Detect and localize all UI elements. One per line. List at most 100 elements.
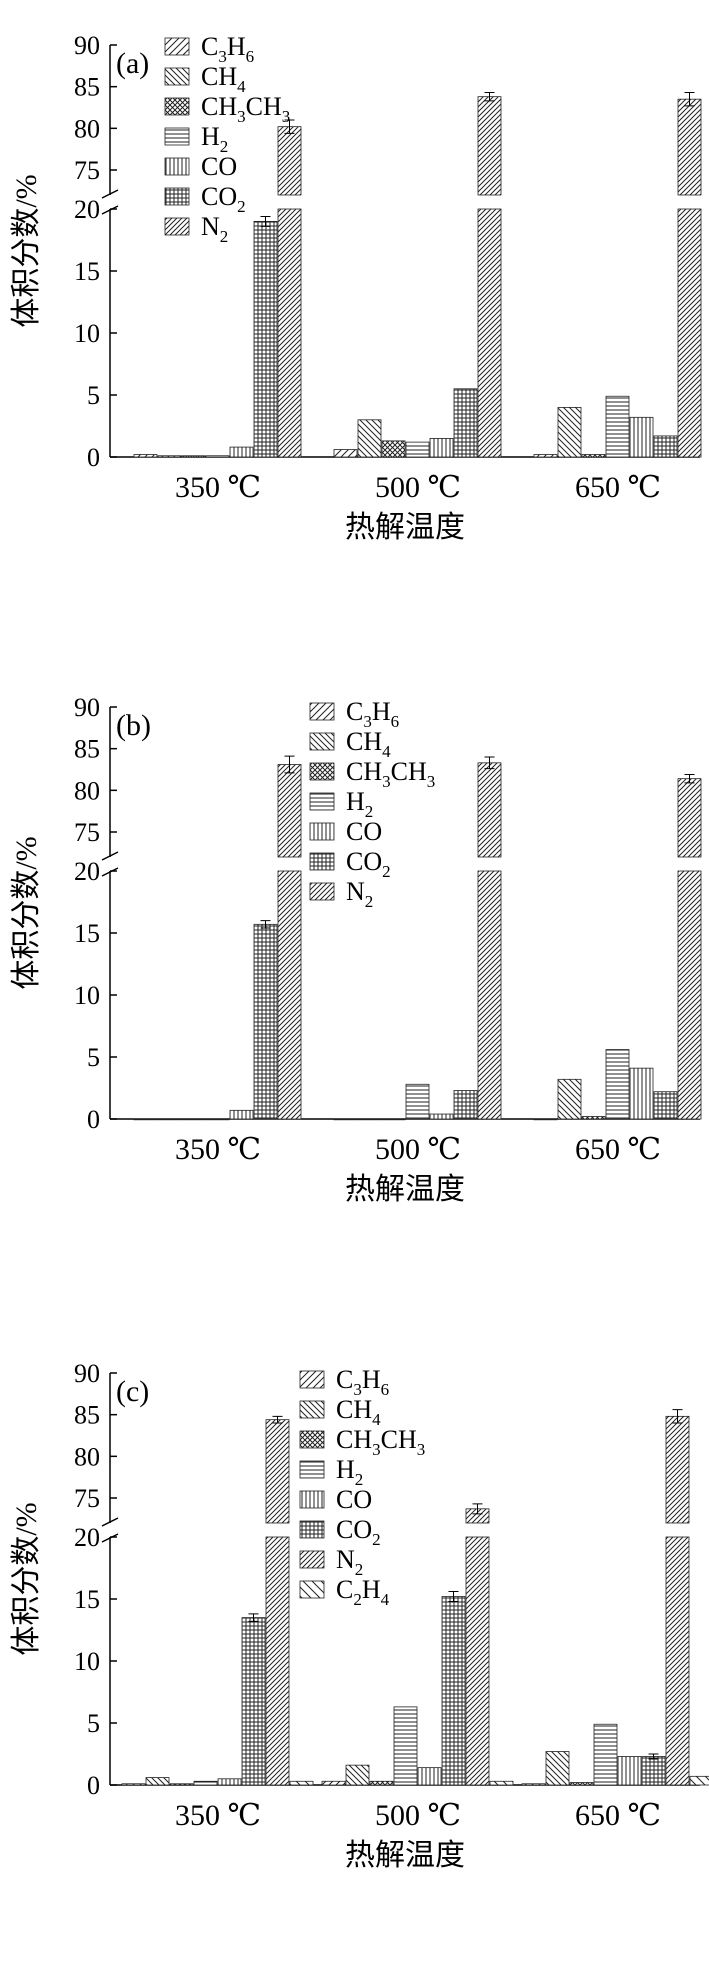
legend-text: CH <box>336 1425 372 1454</box>
legend-text: C <box>336 1365 353 1394</box>
legend-label: CO <box>346 817 382 846</box>
legend-swatch <box>299 1460 325 1479</box>
legend-subscript: 2 <box>220 227 229 246</box>
error-bar <box>472 1503 483 1515</box>
chart-panel: 75 80 85 90 0 5 10 15 20 体积分数/% (b) 350 ℃ 500 ℃ 650 ℃… <box>10 693 702 1206</box>
bar <box>677 98 702 196</box>
legend-subscript: 6 <box>391 712 400 731</box>
legend-swatch <box>309 822 335 841</box>
x-tick-label: 500 ℃ <box>375 1799 461 1832</box>
legend-label: N2 <box>346 877 373 911</box>
bar <box>665 1536 690 1786</box>
legend-text: CH <box>201 92 237 121</box>
legend-subscript: 2 <box>372 1530 381 1549</box>
legend-label: CH4 <box>201 62 246 96</box>
bar <box>133 1118 158 1121</box>
legend-swatch <box>309 882 335 901</box>
bar <box>345 1764 370 1786</box>
x-axis-title: 热解温度 <box>345 1839 465 1872</box>
bar <box>217 1778 242 1786</box>
legend-text: C <box>346 697 363 726</box>
bar <box>381 1118 406 1121</box>
legend-subscript: 3 <box>417 1440 426 1459</box>
axis-break-mark <box>101 851 119 877</box>
bar <box>689 1775 709 1786</box>
bar <box>533 1118 558 1121</box>
legend-text: H <box>372 697 391 726</box>
legend-swatch <box>164 97 190 116</box>
bar <box>593 1723 618 1786</box>
bar <box>429 437 454 458</box>
legend-label: CH4 <box>346 727 391 761</box>
legend-text: N <box>336 1545 355 1574</box>
bar <box>357 1118 382 1121</box>
y-tick-label: 0 <box>87 1105 100 1134</box>
bar <box>265 1536 290 1786</box>
bar <box>441 1596 466 1786</box>
bar <box>145 1777 170 1786</box>
bar <box>277 870 302 1120</box>
error-bar <box>484 756 495 770</box>
legend-swatch <box>299 1580 325 1599</box>
x-tick-label: 350 ℃ <box>175 1799 261 1832</box>
legend-text: H <box>201 122 220 151</box>
legend-text: CO <box>336 1485 372 1514</box>
bar <box>381 440 406 458</box>
bar <box>581 454 606 458</box>
bar <box>169 1783 194 1786</box>
legend-text: H <box>362 1365 381 1394</box>
y-tick-label: 5 <box>87 381 100 410</box>
legend-subscript: 3 <box>372 1440 381 1459</box>
bar <box>665 1415 690 1524</box>
y-tick-label: 5 <box>87 1043 100 1072</box>
legend-swatch <box>164 127 190 146</box>
bar <box>653 435 678 458</box>
bar <box>465 1536 490 1786</box>
bar <box>289 1780 314 1786</box>
legend-swatch <box>309 732 335 751</box>
y-axis-title: 体积分数/% <box>10 174 43 327</box>
legend-label: C2H4 <box>336 1575 390 1609</box>
bar <box>557 406 582 458</box>
legend-swatch <box>309 762 335 781</box>
chart-panel: 75 80 85 90 0 5 10 15 20 体积分数/% (a) 350 ℃ 500 ℃ 650 ℃… <box>10 31 702 544</box>
error-bar <box>284 755 295 774</box>
bar <box>277 208 302 458</box>
bar <box>121 1783 146 1786</box>
error-bar <box>260 920 271 929</box>
bar <box>157 455 182 458</box>
legend-subscript: 2 <box>365 892 374 911</box>
legend-text: CH <box>391 757 427 786</box>
legend-subscript: 3 <box>237 107 246 126</box>
y-tick-label: 10 <box>74 981 100 1010</box>
error-bar <box>284 119 295 134</box>
legend-subscript: 4 <box>372 1410 381 1429</box>
bar <box>405 441 430 458</box>
x-tick-label: 350 ℃ <box>175 1133 261 1166</box>
chart-panel: 75 80 85 90 0 5 10 15 20 体积分数/% (c) 350 ℃ 500 ℃ 650 ℃… <box>10 1359 709 1872</box>
legend-label: H2 <box>201 122 228 156</box>
legend-swatch <box>164 37 190 56</box>
y-tick-label: 15 <box>74 919 100 948</box>
y-tick-label: 0 <box>87 443 100 472</box>
bar <box>321 1780 346 1786</box>
error-bar <box>684 774 695 784</box>
legend-subscript: 3 <box>218 47 227 66</box>
bar <box>453 1090 478 1120</box>
legend-subscript: 6 <box>246 47 255 66</box>
bar <box>157 1118 182 1121</box>
y-tick-label: 15 <box>74 257 100 286</box>
legend-text: CH <box>201 62 237 91</box>
bar <box>369 1780 394 1786</box>
bar <box>477 870 502 1120</box>
legend-subscript: 2 <box>355 1560 364 1579</box>
bar <box>569 1782 594 1786</box>
legend-text: H <box>346 787 365 816</box>
legend-subscript: 2 <box>220 137 229 156</box>
error-bar <box>272 1415 283 1424</box>
y-axis-title: 体积分数/% <box>10 836 43 989</box>
bar <box>277 126 302 196</box>
panel-label: (a) <box>116 47 149 80</box>
bar <box>521 1783 546 1786</box>
